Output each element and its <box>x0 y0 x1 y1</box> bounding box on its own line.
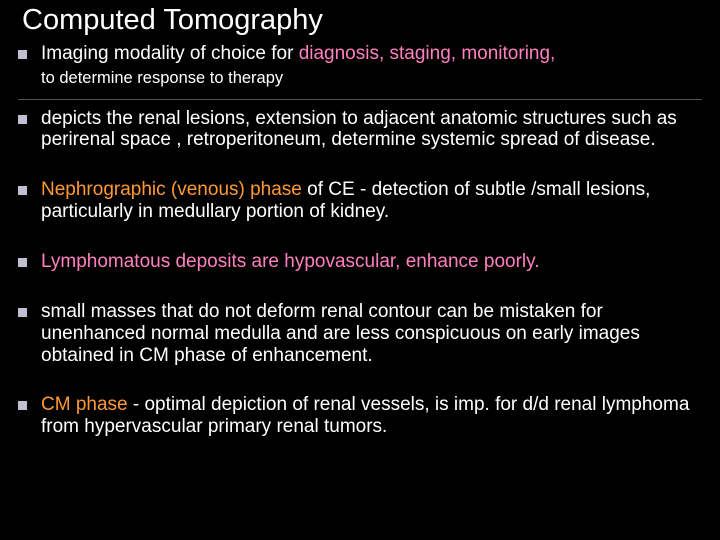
text-accent-pink: diagnosis, staging, monitoring, <box>299 43 556 64</box>
bullet-text: Nephrographic (venous) phase of CE - det… <box>41 179 702 223</box>
spacer <box>18 370 702 394</box>
bullet-icon <box>18 186 27 195</box>
list-item: small masses that do not deform renal co… <box>18 301 702 367</box>
bullet-list: Imaging modality of choice for diagnosis… <box>18 43 702 438</box>
bullet-text: CM phase - optimal depiction of renal ve… <box>41 394 702 438</box>
divider <box>18 99 702 100</box>
spacer <box>18 155 702 179</box>
spacer <box>18 277 702 301</box>
text-fragment: - optimal depiction of renal vessels, is… <box>41 394 689 437</box>
list-item: Imaging modality of choice for diagnosis… <box>18 43 702 65</box>
text-accent-orange: Nephrographic (venous) phase <box>41 179 302 200</box>
bullet-icon <box>18 401 27 410</box>
slide-title: Computed Tomography <box>18 4 702 37</box>
list-item: Lymphomatous deposits are hypovascular, … <box>18 251 702 273</box>
sub-bullet-text: to determine response to therapy <box>41 69 702 89</box>
spacer <box>18 227 702 251</box>
bullet-text: depicts the renal lesions, extension to … <box>41 108 702 152</box>
text-accent-orange: CM phase <box>41 394 133 415</box>
bullet-icon <box>18 50 27 59</box>
list-item: CM phase - optimal depiction of renal ve… <box>18 394 702 438</box>
bullet-icon <box>18 258 27 267</box>
bullet-text: Lymphomatous deposits are hypovascular, … <box>41 251 702 273</box>
list-item: Nephrographic (venous) phase of CE - det… <box>18 179 702 223</box>
bullet-text: small masses that do not deform renal co… <box>41 301 702 367</box>
bullet-icon <box>18 115 27 124</box>
slide-container: Computed Tomography Imaging modality of … <box>0 0 720 540</box>
list-item: depicts the renal lesions, extension to … <box>18 108 702 152</box>
bullet-text: Imaging modality of choice for diagnosis… <box>41 43 702 65</box>
text-fragment: Imaging modality of choice for <box>41 43 299 64</box>
bullet-icon <box>18 308 27 317</box>
